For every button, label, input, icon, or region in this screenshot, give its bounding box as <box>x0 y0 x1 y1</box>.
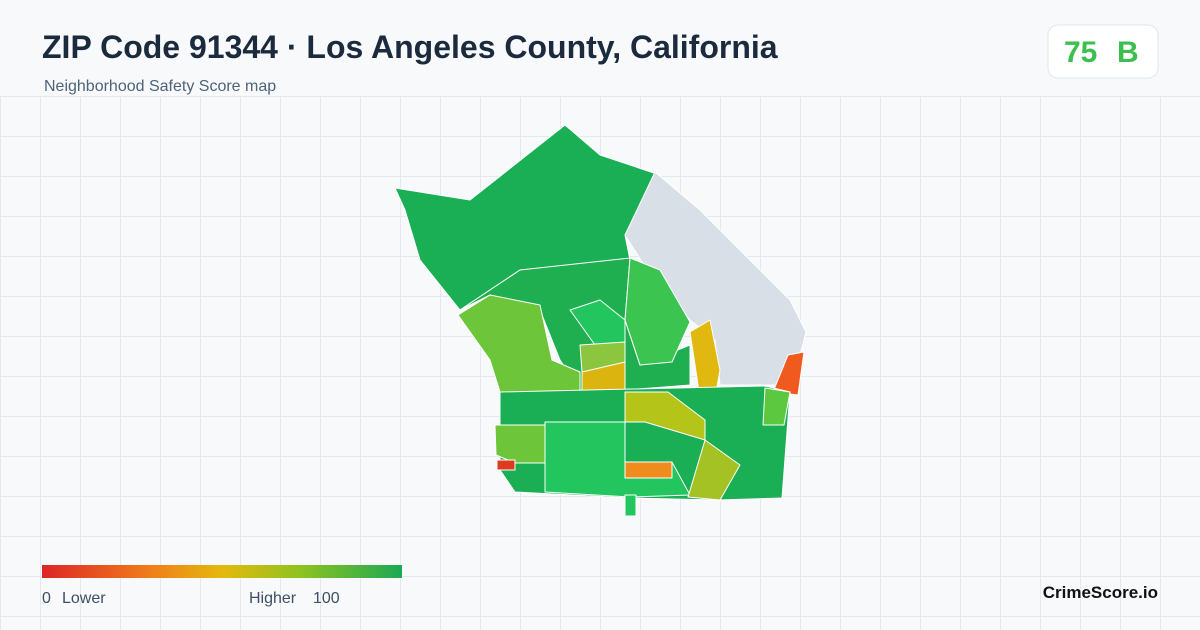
score-grade: B <box>1117 36 1139 69</box>
legend-max-label: Higher <box>249 590 297 607</box>
region <box>689 319 721 399</box>
score-value: 75 <box>1064 36 1097 69</box>
legend-gradient <box>42 565 402 578</box>
region <box>457 294 581 393</box>
region <box>494 424 546 464</box>
region <box>687 439 741 501</box>
region <box>624 494 637 517</box>
region <box>772 351 805 396</box>
title: ZIP Code 91344 · Los Angeles County, Cal… <box>42 29 778 65</box>
region <box>569 299 626 346</box>
legend-min: 0 <box>42 590 51 607</box>
legend-max: 100 <box>313 590 340 607</box>
legend-min-label: Lower <box>62 590 106 607</box>
region <box>762 387 791 426</box>
brand: CrimeScore.io <box>1043 583 1158 602</box>
region <box>394 124 661 311</box>
region <box>496 459 516 471</box>
subtitle: Neighborhood Safety Score map <box>44 78 276 95</box>
map <box>394 124 807 517</box>
score-box <box>1047 24 1159 79</box>
region <box>624 461 673 479</box>
